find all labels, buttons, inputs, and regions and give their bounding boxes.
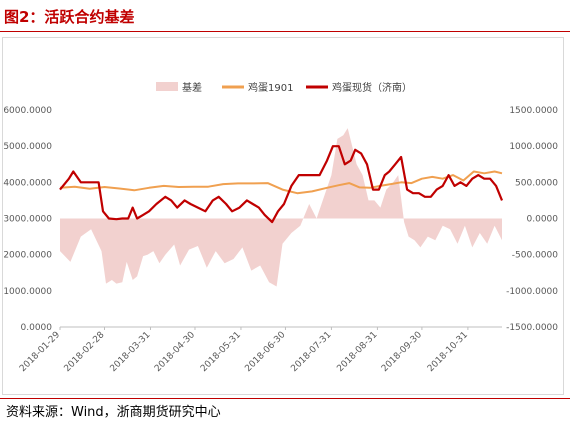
x-tick-label: 2018-03-31 — [109, 330, 153, 374]
y-right-tick-label: 1000.0000 — [509, 142, 558, 152]
basis-area-layer — [60, 128, 502, 287]
x-tick-label: 2018-04-30 — [153, 330, 197, 374]
basis-area — [60, 128, 502, 287]
y-left-tick-label: 3000.0000 — [3, 215, 52, 225]
chart-legend: 基差 鸡蛋1901 鸡蛋现货（济南） — [156, 81, 412, 94]
x-tick-label: 2018-02-28 — [63, 330, 107, 374]
line-layer — [59, 145, 504, 224]
legend-label-futures: 鸡蛋1901 — [248, 81, 293, 94]
y-right-tick-label: 500.0000 — [515, 178, 558, 188]
figure-title: 图2：活跃合约基差 — [4, 8, 135, 26]
legend-label-spot: 鸡蛋现货（济南） — [332, 81, 412, 94]
chart-frame — [2, 37, 564, 395]
y-left-tick-label: 1000.0000 — [3, 287, 52, 297]
y-left-tick-label: 5000.0000 — [3, 142, 52, 152]
x-tick-label: 2018-08-31 — [335, 330, 379, 374]
figure-source: 资料来源：Wind，浙商期货研究中心 — [6, 405, 221, 420]
y-left-tick-label: 2000.0000 — [3, 251, 52, 261]
y-right-tick-label: -1000.0000 — [506, 287, 558, 297]
spot-jinan-line — [59, 145, 504, 224]
legend-swatch-basis — [156, 82, 178, 91]
x-tick-label: 2018-07-31 — [289, 330, 333, 374]
x-tick-label: 2018-05-31 — [199, 330, 243, 374]
y-right-tick-label: -500.0000 — [512, 251, 558, 261]
title-rule — [0, 31, 570, 32]
y-left-tick-label: 0.0000 — [21, 323, 53, 333]
y-left-tick-label: 6000.0000 — [3, 106, 52, 116]
x-tick-label: 2018-06-30 — [243, 330, 287, 374]
legend-label-basis: 基差 — [182, 81, 202, 94]
y-left-tick-label: 4000.0000 — [3, 178, 52, 188]
y-right-tick-label: 0.0000 — [527, 215, 559, 225]
x-tick-label: 2018-09-30 — [380, 330, 424, 374]
futures-1901-line — [59, 170, 503, 195]
source-rule — [0, 398, 570, 399]
y-right-tick-label: -1500.0000 — [506, 323, 558, 333]
x-tick-label: 2018-01-29 — [18, 330, 62, 374]
x-tick-label: 2018-10-31 — [426, 330, 470, 374]
y-right-tick-label: 1500.0000 — [509, 106, 558, 116]
